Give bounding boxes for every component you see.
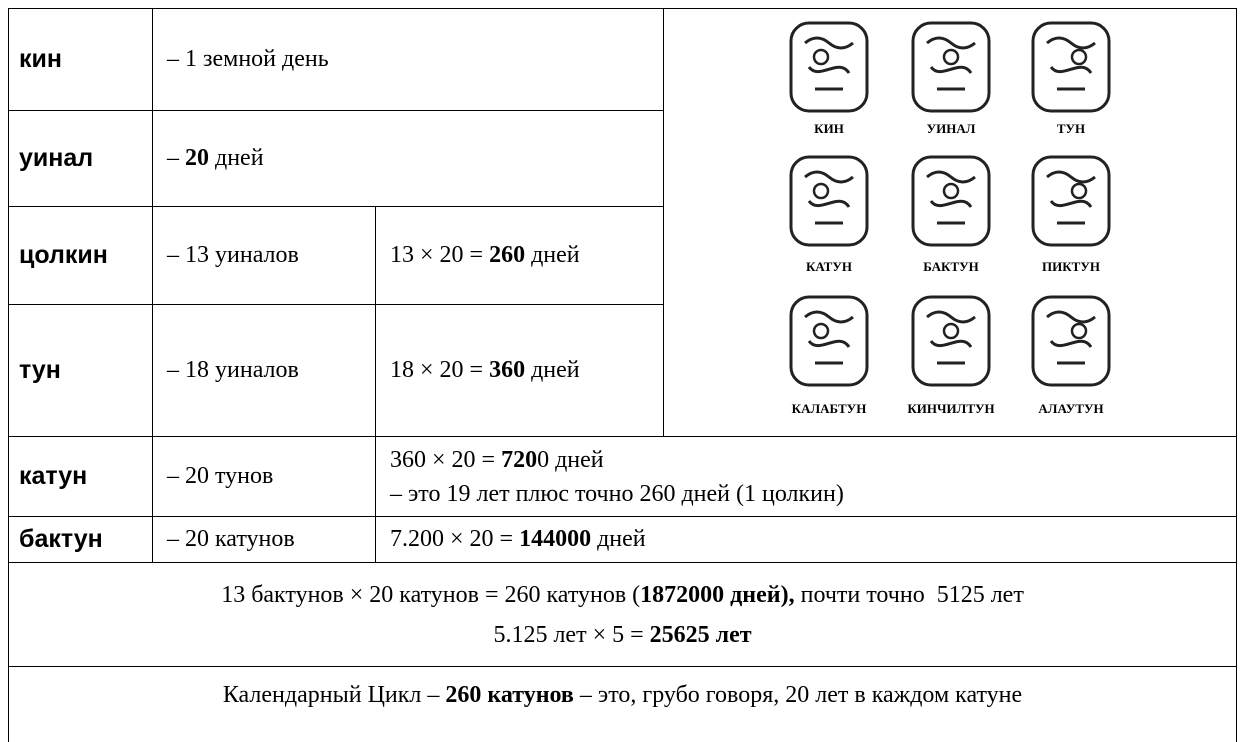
glyph-detail xyxy=(812,182,830,200)
bold-text: 25625 лет xyxy=(649,621,752,648)
glyph-label: ТУН xyxy=(1057,121,1085,136)
glyph-detail xyxy=(942,48,960,66)
glyph-outline xyxy=(911,155,991,247)
glyph-outline xyxy=(789,21,869,113)
glyph-detail xyxy=(804,310,854,365)
glyph-detail xyxy=(1046,36,1096,91)
text: дней xyxy=(525,241,580,268)
text: – это, грубо говоря, 20 лет в каждом кат… xyxy=(573,682,1023,708)
cell: – 1 земной день xyxy=(151,8,665,111)
cell: 13 бактунов × 20 катунов = 260 катунов (… xyxy=(7,562,1238,667)
glyph-outline xyxy=(911,295,991,387)
row: бактун – 20 катунов 7.200 × 20 = 144000 … xyxy=(8,516,1238,563)
glyph-outline xyxy=(1031,155,1111,247)
text: Календарный Цикл – xyxy=(222,682,446,708)
glyph-label: КИН xyxy=(814,121,844,136)
glyph-label: АЛАУТУН xyxy=(1038,401,1103,416)
row: кин – 1 земной день КИН УИНАЛ ТУН КАТУН БАКТ… xyxy=(8,8,1238,437)
text: 360 × 20 = xyxy=(390,446,502,473)
row: Календарный Цикл – 260 катунов – это, гр… xyxy=(7,666,1238,742)
text: – 20 катунов xyxy=(167,526,295,552)
glyph-cell: КИН УИНАЛ ТУН КАТУН БАКТУН ПИКТУН КАЛАБТУН КИНЧ… xyxy=(663,8,1238,437)
glyph-label: ПИКТУН xyxy=(1042,259,1100,274)
text: 0 дней xyxy=(537,446,604,473)
text: – 20 тунов xyxy=(167,463,274,489)
cell: – 18 уиналов xyxy=(152,303,376,437)
bold-text: 720 xyxy=(501,446,538,473)
glyph-outline xyxy=(789,155,869,247)
row: цолкин – 13 уиналов 13 × 20 = 260 дней xyxy=(8,205,1237,305)
bold-text: 360 xyxy=(489,356,526,383)
glyph-label: КИНЧИЛТУН xyxy=(907,401,994,416)
cell: Календарный Цикл – 260 катунов – это, гр… xyxy=(7,666,1238,742)
cell: 360 × 20 = 7200 дней – это 19 лет плюс то… xyxy=(374,436,1238,517)
text: – 13 уиналов xyxy=(167,241,299,268)
glyph-detail xyxy=(1070,48,1088,66)
bold-text: 1872000 дней), xyxy=(640,581,795,608)
term: уинал xyxy=(8,109,153,207)
glyph-detail xyxy=(926,310,976,365)
text: 5.125 лет × 5 = xyxy=(493,621,650,648)
cell: – 20 дней xyxy=(151,109,665,207)
glyph-detail xyxy=(942,182,960,200)
row: 13 бактунов × 20 катунов = 260 катунов (… xyxy=(7,562,1238,667)
glyph-detail xyxy=(942,322,960,340)
row: уинал – 20 дней xyxy=(8,109,1237,207)
cell: 7.200 × 20 = 144000 дней xyxy=(374,516,1238,563)
glyph-detail xyxy=(812,322,830,340)
glyph-detail xyxy=(1046,310,1096,365)
glyph-detail xyxy=(804,170,854,225)
text: почти точно 5125 лет xyxy=(794,581,1024,608)
glyph-detail xyxy=(926,170,976,225)
term: кин xyxy=(8,8,153,111)
text: дней xyxy=(591,526,646,552)
glyph-label: БАКТУН xyxy=(923,259,979,274)
glyph-outline xyxy=(789,295,869,387)
text: – это 19 лет плюс точно 260 дней (1 цолк… xyxy=(390,480,844,507)
row: катун – 20 тунов 360 × 20 = 7200 дней – э… xyxy=(8,436,1238,517)
glyph-label: КАЛАБТУН xyxy=(792,401,867,416)
text: 13 бактунов × 20 катунов = 260 катунов ( xyxy=(221,581,641,608)
glyph-outline xyxy=(911,21,991,113)
term: тун xyxy=(8,303,153,437)
cell: 13 × 20 = 260 дней xyxy=(374,205,665,305)
glyph-outline xyxy=(1031,21,1111,113)
glyph-detail xyxy=(1070,182,1088,200)
glyph-label: КАТУН xyxy=(806,259,852,274)
glyph-detail xyxy=(812,48,830,66)
glyph-image: КИН УИНАЛ ТУН КАТУН БАКТУН ПИКТУН КАЛАБТУН КИНЧ… xyxy=(789,21,1111,416)
bold-text: 260 xyxy=(489,241,526,268)
calendar-table: кин – 1 земной день КИН УИНАЛ ТУН КАТУН БАКТ… xyxy=(7,8,1238,742)
cell: – 13 уиналов xyxy=(152,205,376,305)
text: дней xyxy=(525,356,580,383)
text: – xyxy=(167,144,185,171)
bold-text: 144000 xyxy=(519,526,592,552)
term: бактун xyxy=(8,516,153,563)
glyph-detail xyxy=(804,36,854,91)
text: 18 × 20 = xyxy=(390,356,490,383)
text: – 18 уиналов xyxy=(167,356,299,383)
text: – 1 земной день xyxy=(167,45,329,72)
glyph-label: УИНАЛ xyxy=(927,121,976,136)
row: тун – 18 уиналов 18 × 20 = 360 дней xyxy=(8,303,1237,437)
term: катун xyxy=(8,436,153,517)
glyph-detail xyxy=(1046,170,1096,225)
glyph-detail xyxy=(926,36,976,91)
glyph-outline xyxy=(1031,295,1111,387)
text: 7.200 × 20 = xyxy=(390,526,520,552)
glyph-detail xyxy=(1070,322,1088,340)
cell: – 20 тунов xyxy=(152,436,376,517)
cell: 18 × 20 = 360 дней xyxy=(374,303,665,437)
cell: – 20 катунов xyxy=(152,516,376,563)
term: цолкин xyxy=(8,205,153,305)
bold-text: 20 xyxy=(185,144,209,171)
text: дней xyxy=(209,144,264,171)
bold-text: 260 катунов xyxy=(445,682,574,708)
text: 13 × 20 = xyxy=(390,241,490,268)
